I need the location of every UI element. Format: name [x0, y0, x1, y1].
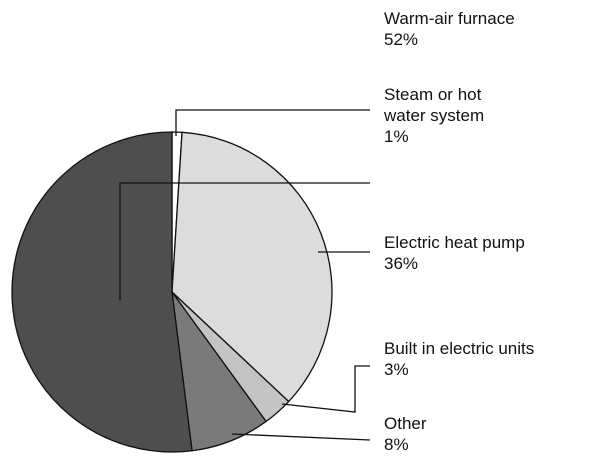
category-label: Built in electric units — [384, 339, 535, 358]
slice-label: Steam or hot water system 1% — [384, 84, 499, 147]
leader-line — [119, 182, 370, 300]
category-label: Steam or hot water system — [384, 85, 485, 125]
slice-label: Built in electric units 3% — [384, 338, 534, 380]
category-label: Electric heat pump — [384, 233, 525, 252]
leader-lines — [119, 109, 371, 441]
leader-line — [175, 109, 370, 136]
pie-slice — [171, 131, 333, 403]
slice-label: Other 8% — [384, 413, 427, 455]
slice-label: Electric heat pump 36% — [384, 232, 525, 274]
category-label: Other — [384, 414, 427, 433]
pie-slice — [11, 131, 193, 453]
value-label: 3% — [384, 360, 409, 379]
value-label: 8% — [384, 435, 409, 454]
leader-line — [281, 365, 370, 413]
slice-label: Warm-air furnace 52% — [384, 8, 515, 50]
value-label: 52% — [384, 30, 419, 49]
value-label: 1% — [384, 127, 409, 146]
category-label: Warm-air furnace — [384, 9, 515, 28]
leader-line — [231, 433, 371, 441]
value-label: 36% — [384, 254, 419, 273]
